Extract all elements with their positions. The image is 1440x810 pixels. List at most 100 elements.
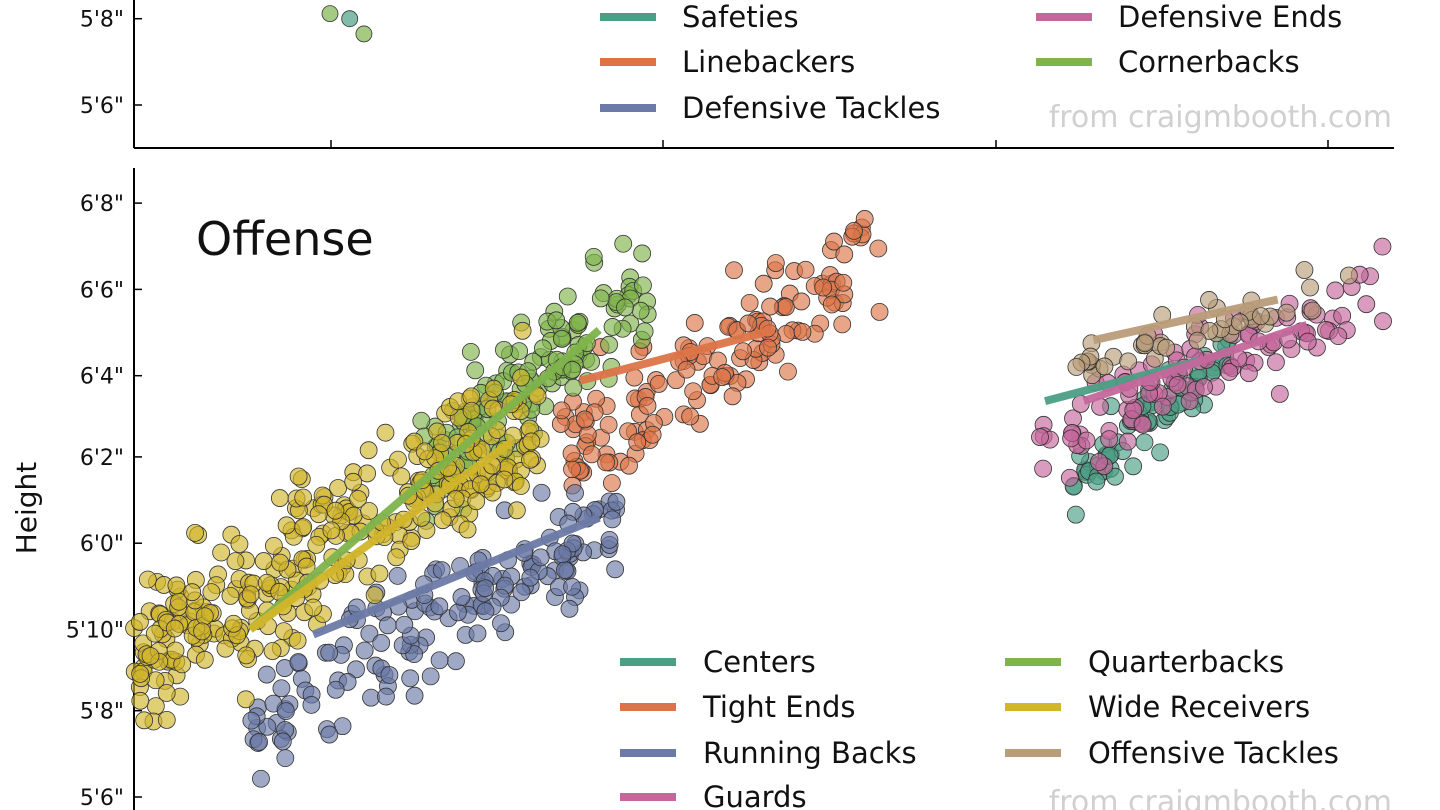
data-point xyxy=(1153,397,1172,416)
data-point xyxy=(734,342,752,361)
data-point xyxy=(264,537,283,555)
data-point xyxy=(1301,278,1319,297)
data-point xyxy=(365,586,384,605)
data-point xyxy=(566,484,584,502)
data-point xyxy=(274,622,293,641)
data-point xyxy=(277,516,296,535)
data-point xyxy=(599,415,618,434)
data-point xyxy=(495,470,514,489)
data-point xyxy=(1240,364,1258,383)
y-tick-label: 6'4" xyxy=(80,365,124,390)
data-point xyxy=(796,260,815,279)
data-point xyxy=(329,479,347,497)
data-point xyxy=(563,360,582,379)
trend-lines xyxy=(247,295,1309,639)
legend-label: Linebackers xyxy=(682,45,855,79)
data-point xyxy=(521,450,539,469)
data-point xyxy=(1339,266,1358,285)
data-point xyxy=(1124,401,1143,419)
data-point xyxy=(492,614,510,633)
data-point xyxy=(372,634,391,652)
data-point xyxy=(270,489,289,507)
data-point xyxy=(1124,457,1143,476)
data-point xyxy=(224,614,243,633)
data-point xyxy=(254,552,273,570)
data-point xyxy=(740,294,759,312)
data-point xyxy=(302,695,321,714)
data-point xyxy=(250,733,268,751)
y-tick-label: 6'2" xyxy=(80,446,124,471)
data-point xyxy=(739,314,758,333)
data-point xyxy=(304,598,323,617)
data-point xyxy=(433,511,452,530)
data-point xyxy=(1157,338,1176,357)
data-point xyxy=(603,318,622,336)
data-point xyxy=(597,453,615,472)
data-point xyxy=(430,597,449,616)
data-point xyxy=(1106,467,1124,486)
data-point xyxy=(507,501,526,520)
data-point xyxy=(257,573,276,592)
data-point xyxy=(359,441,378,460)
data-point xyxy=(476,579,495,598)
data-point xyxy=(195,607,214,626)
data-point xyxy=(511,477,530,495)
data-point xyxy=(635,322,654,341)
data-point xyxy=(446,490,465,508)
data-point xyxy=(512,368,531,387)
data-point xyxy=(766,254,785,272)
y-tick-label: 6'8" xyxy=(80,192,124,217)
data-point xyxy=(584,247,603,266)
data-point xyxy=(1303,301,1322,320)
data-point xyxy=(564,378,583,397)
data-point xyxy=(193,622,211,641)
data-point xyxy=(145,624,164,643)
data-point xyxy=(376,423,395,442)
data-point xyxy=(1329,327,1348,346)
data-point xyxy=(1326,281,1345,300)
data-point xyxy=(157,684,176,702)
legend-label: Running Backs xyxy=(703,736,917,770)
y-tick-label: 5'8" xyxy=(80,8,124,33)
trend-line xyxy=(247,438,515,633)
data-point xyxy=(257,665,276,684)
data-point xyxy=(360,502,379,520)
data-point xyxy=(131,613,149,631)
data-point xyxy=(563,460,581,479)
legend-label: Centers xyxy=(703,645,816,679)
data-point xyxy=(582,445,601,464)
data-point xyxy=(362,688,380,707)
data-point xyxy=(616,298,634,317)
data-point xyxy=(387,548,406,567)
data-point xyxy=(320,725,339,744)
data-point xyxy=(779,362,797,381)
y-tick-label: 5'6" xyxy=(80,786,124,810)
data-point xyxy=(252,769,270,788)
data-point xyxy=(620,456,638,475)
data-point xyxy=(236,690,255,709)
legend-label: Cornerbacks xyxy=(1118,45,1300,79)
data-point xyxy=(521,568,540,587)
data-point xyxy=(186,523,204,542)
legend-label: Defensive Ends xyxy=(1118,0,1342,34)
data-point xyxy=(759,338,777,357)
data-point xyxy=(138,570,157,589)
data-point xyxy=(360,624,379,643)
data-point xyxy=(415,442,434,461)
data-point xyxy=(631,301,650,320)
legend-label: Defensive Tackles xyxy=(682,91,940,125)
data-point xyxy=(307,535,326,554)
data-point xyxy=(377,687,395,706)
data-point xyxy=(606,560,625,579)
data-point xyxy=(1031,428,1049,446)
data-point xyxy=(1230,313,1249,332)
data-point xyxy=(258,717,277,736)
legend-label: Tight Ends xyxy=(702,690,855,724)
data-point xyxy=(276,749,295,768)
data-point xyxy=(389,450,407,469)
data-point xyxy=(476,602,495,621)
data-point xyxy=(326,501,345,520)
data-point xyxy=(725,261,743,280)
data-point xyxy=(1151,443,1170,462)
